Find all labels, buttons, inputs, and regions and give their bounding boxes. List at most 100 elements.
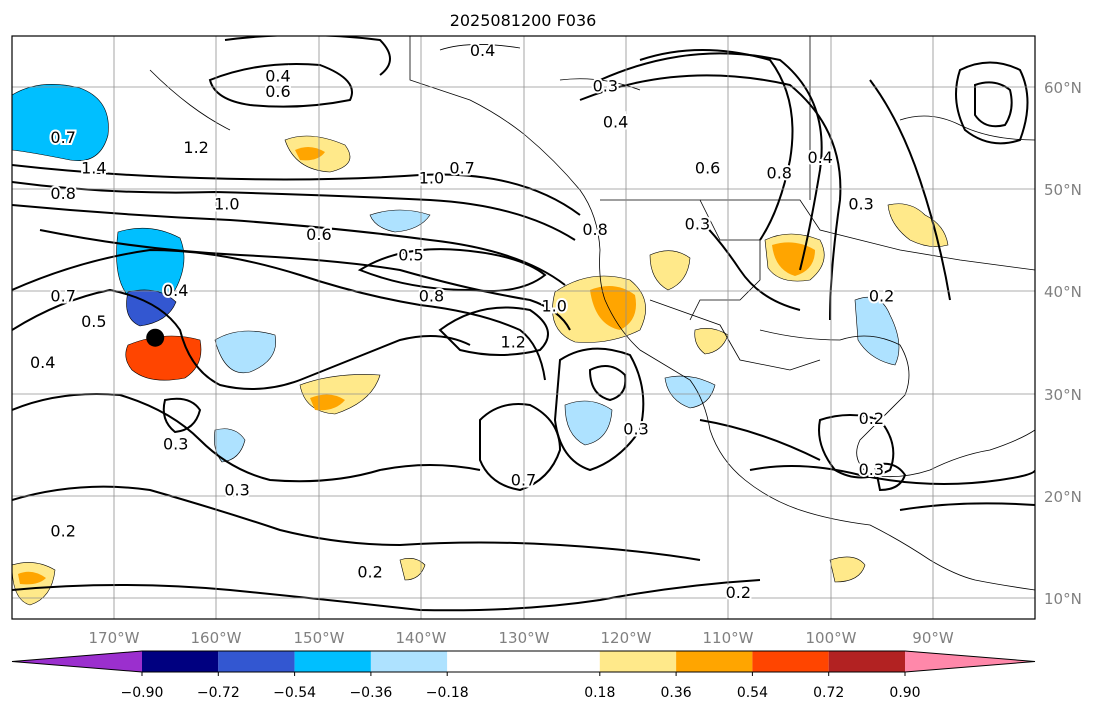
contour-label: 0.2 bbox=[859, 409, 884, 428]
map-title: 2025081200 F036 bbox=[450, 11, 597, 30]
lat-tick-label: 50°N bbox=[1044, 181, 1082, 199]
latitude-tick-labels: 60°N 50°N 40°N 30°N 20°N 10°N bbox=[1044, 79, 1082, 608]
contour-label: 0.6 bbox=[306, 225, 331, 244]
lon-tick-label: 130°W bbox=[499, 629, 550, 647]
contour-label: 0.8 bbox=[582, 220, 607, 239]
colorbar-tick-label: −0.72 bbox=[197, 685, 240, 701]
contour-label: 0.2 bbox=[357, 562, 382, 581]
lon-tick-label: 160°W bbox=[191, 629, 242, 647]
contour-label: 0.3 bbox=[859, 460, 884, 479]
colorbar-segment bbox=[12, 651, 142, 672]
lon-tick-label: 100°W bbox=[806, 629, 857, 647]
contour-label: 1.0 bbox=[419, 169, 444, 188]
negative-anomaly-region bbox=[664, 375, 716, 409]
contour-label: 0.7 bbox=[50, 286, 75, 305]
colorbar-segment bbox=[599, 651, 677, 672]
lon-tick-label: 140°W bbox=[396, 629, 447, 647]
contour-label: 0.2 bbox=[869, 286, 894, 305]
colorbar-tick-label: 0.72 bbox=[813, 685, 844, 701]
negative-anomaly-region bbox=[214, 428, 246, 463]
colorbar-segment bbox=[752, 651, 829, 672]
contour-label: 0.3 bbox=[685, 215, 710, 234]
contour-label: 1.2 bbox=[183, 138, 208, 157]
contour-label: 0.2 bbox=[726, 583, 751, 602]
colorbar bbox=[11, 650, 1036, 673]
positive-anomaly-core bbox=[590, 286, 636, 330]
contour-label: 1.0 bbox=[214, 194, 239, 213]
longitude-tick-labels: 170°W 160°W 150°W 140°W 130°W 120°W 110°… bbox=[89, 629, 954, 647]
contour-label: 0.7 bbox=[449, 158, 474, 177]
map-panel: 0.40.30.40.40.61.21.40.70.81.00.60.71.00… bbox=[11, 35, 1036, 620]
colorbar-tick-label: 0.36 bbox=[661, 685, 692, 701]
contour-label: 0.6 bbox=[695, 158, 720, 177]
colorbar-segment bbox=[294, 651, 371, 672]
contour-label: 0.2 bbox=[50, 522, 75, 541]
lat-tick-label: 20°N bbox=[1044, 488, 1082, 506]
colorbar-segment bbox=[447, 651, 600, 672]
positive-anomaly-region bbox=[694, 328, 729, 355]
lon-tick-label: 150°W bbox=[294, 629, 345, 647]
colorbar-tick-label: −0.54 bbox=[273, 685, 316, 701]
colorbar-tick-label: −0.90 bbox=[121, 685, 164, 701]
contour-label: 0.6 bbox=[265, 82, 290, 101]
colorbar-segment bbox=[218, 651, 295, 672]
negative-anomaly-region bbox=[854, 296, 900, 366]
contour-label: 0.4 bbox=[163, 281, 188, 300]
negative-anomaly-region bbox=[214, 330, 277, 374]
colorbar-segment bbox=[676, 651, 753, 672]
contour-label: 1.0 bbox=[541, 297, 566, 316]
contour-label: 0.4 bbox=[603, 112, 628, 131]
contour-label: 0.7 bbox=[511, 470, 536, 489]
positive-anomaly-region bbox=[829, 556, 866, 583]
negative-anomaly-region bbox=[369, 209, 431, 233]
contour-label: 0.4 bbox=[30, 353, 55, 372]
contour-label: 0.5 bbox=[398, 245, 423, 264]
lat-tick-label: 10°N bbox=[1044, 590, 1082, 608]
colorbar-tick-labels: −0.90 −0.72 −0.54 −0.36 −0.18 0.18 0.36 0.54 0.7… bbox=[121, 672, 921, 701]
positive-anomaly-region bbox=[649, 250, 691, 291]
lat-tick-label: 30°N bbox=[1044, 386, 1082, 404]
storm-center-marker bbox=[146, 328, 165, 347]
lon-tick-label: 120°W bbox=[601, 629, 652, 647]
positive-anomaly-region bbox=[399, 558, 426, 581]
contour-label: 0.7 bbox=[50, 128, 75, 147]
positive-anomaly-core bbox=[18, 571, 46, 585]
contour-label: 1.2 bbox=[501, 332, 526, 351]
colorbar-tick-label: −0.18 bbox=[426, 685, 469, 701]
contour-label: 0.8 bbox=[767, 164, 792, 183]
contour-label: 0.3 bbox=[623, 419, 648, 438]
colorbar-segment bbox=[828, 651, 905, 672]
lon-tick-label: 110°W bbox=[703, 629, 754, 647]
coastline-layer bbox=[149, 36, 1035, 591]
contour-label: 0.3 bbox=[848, 194, 873, 213]
contour-label: 0.5 bbox=[81, 312, 106, 331]
colorbar-tick-label: −0.36 bbox=[349, 685, 392, 701]
colorbar-segment bbox=[370, 651, 448, 672]
shading-layer bbox=[12, 84, 949, 606]
contour-label: 0.3 bbox=[224, 481, 249, 500]
contour-label: 0.4 bbox=[470, 41, 495, 60]
contour-label: 1.4 bbox=[81, 158, 106, 177]
lon-tick-label: 170°W bbox=[89, 629, 140, 647]
contour-layer bbox=[12, 36, 1035, 612]
positive-anomaly-core bbox=[295, 146, 325, 161]
lat-tick-label: 60°N bbox=[1044, 79, 1082, 97]
colorbar-tick-label: 0.90 bbox=[889, 685, 920, 701]
contour-labels: 0.40.30.40.40.61.21.40.70.81.00.60.71.00… bbox=[28, 39, 896, 604]
lon-tick-label: 90°W bbox=[912, 629, 954, 647]
contour-label: 0.8 bbox=[419, 286, 444, 305]
contour-label: 0.3 bbox=[163, 435, 188, 454]
colorbar-segment bbox=[142, 651, 219, 672]
negative-anomaly-region bbox=[564, 400, 613, 446]
map-frame bbox=[11, 35, 1036, 620]
colorbar-tick-label: 0.18 bbox=[584, 685, 615, 701]
contour-label: 0.4 bbox=[807, 148, 832, 167]
lat-tick-label: 40°N bbox=[1044, 283, 1082, 301]
negative-anomaly-region bbox=[12, 84, 109, 162]
contour-label: 0.4 bbox=[265, 66, 290, 85]
positive-anomaly-region bbox=[125, 335, 202, 381]
contour-label: 0.3 bbox=[593, 77, 618, 96]
graticule bbox=[12, 36, 1035, 619]
contour-label: 0.8 bbox=[50, 184, 75, 203]
